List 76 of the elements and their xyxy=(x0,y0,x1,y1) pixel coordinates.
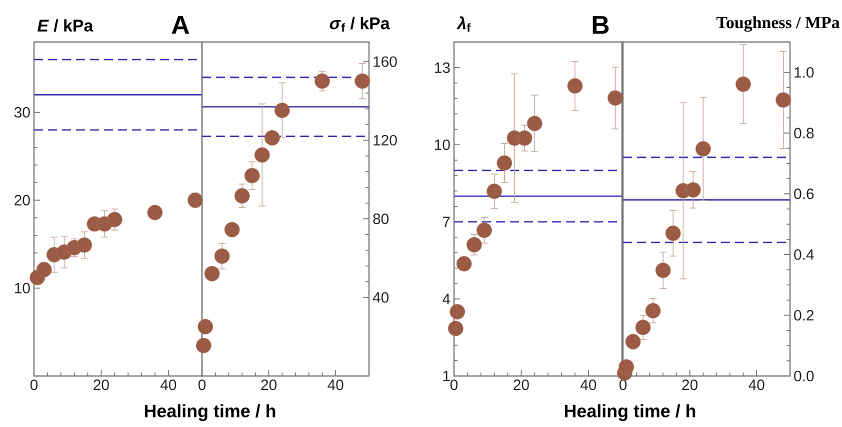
y-tick-label: 120 xyxy=(374,134,397,146)
point xyxy=(695,141,711,157)
point xyxy=(618,359,634,375)
y-axis-title: E / kPa xyxy=(37,19,94,32)
chart-title: A xyxy=(172,16,190,34)
point xyxy=(466,237,482,252)
y-tick-label: 0.8 xyxy=(794,128,814,138)
y-tick-label: 0.4 xyxy=(794,249,814,260)
x-tick-label: 40 xyxy=(160,380,176,390)
y-tick-label: 160 xyxy=(374,56,397,67)
point xyxy=(486,184,502,199)
point xyxy=(645,303,661,318)
x-tick-label: 0 xyxy=(30,380,38,390)
y-tick-label: 30 xyxy=(14,107,30,118)
point xyxy=(567,78,583,94)
x-tick-label: 0 xyxy=(450,380,458,390)
y-tick-label: 10 xyxy=(435,139,450,150)
point xyxy=(776,92,792,108)
point xyxy=(274,102,290,118)
y-axis-title: Toughness / MPa xyxy=(716,16,840,32)
x-tick-label: 20 xyxy=(682,380,698,390)
y-axis-title: σ$_{f}$ / kPa xyxy=(330,16,390,32)
point xyxy=(448,320,464,336)
y-tick-label: 1.0 xyxy=(794,67,814,78)
x-tick-label: 0 xyxy=(198,380,206,390)
point xyxy=(456,256,472,272)
point xyxy=(354,73,370,89)
x-axis-title: Healing time / h xyxy=(564,404,696,421)
point xyxy=(106,212,122,228)
point xyxy=(736,76,751,92)
point xyxy=(147,204,163,220)
y-tick-label: 20 xyxy=(14,194,30,206)
point xyxy=(36,262,52,278)
point xyxy=(244,168,260,184)
point xyxy=(685,182,701,198)
point xyxy=(635,320,651,336)
point xyxy=(234,188,250,204)
x-tick-label: 20 xyxy=(261,380,277,390)
point xyxy=(214,248,230,264)
point xyxy=(188,192,203,208)
point xyxy=(665,226,681,241)
y-tick-label: 1 xyxy=(443,370,450,382)
chart-title: B xyxy=(592,16,609,34)
point xyxy=(198,318,214,334)
y-tick-label: 10 xyxy=(15,282,30,294)
y-tick-label: 80 xyxy=(373,214,389,224)
point xyxy=(204,266,220,282)
point xyxy=(264,130,280,146)
point xyxy=(655,262,671,278)
x-tick-label: 40 xyxy=(580,380,596,390)
x-tick-label: 20 xyxy=(94,380,109,390)
x-tick-label: 0 xyxy=(619,380,627,390)
y-axis-title: λ$_{f}$ xyxy=(456,16,471,32)
point xyxy=(450,304,466,320)
y-tick-label: 0.6 xyxy=(794,188,814,200)
point xyxy=(476,222,492,238)
x-axis-title: Healing time / h xyxy=(144,404,276,421)
y-tick-label: 40 xyxy=(372,292,389,303)
point xyxy=(625,334,641,350)
y-tick-label: 7 xyxy=(442,216,450,227)
x-tick-label: 20 xyxy=(514,380,529,390)
y-tick-label: 0.0 xyxy=(794,370,814,382)
point xyxy=(224,222,240,238)
point xyxy=(314,73,330,89)
y-tick-label: 0.2 xyxy=(794,310,814,321)
point xyxy=(196,338,212,354)
point xyxy=(526,116,542,132)
point xyxy=(608,90,623,106)
x-tick-label: 40 xyxy=(328,380,344,390)
x-tick-label: 40 xyxy=(748,380,764,390)
y-tick-label: 4 xyxy=(442,294,450,304)
y-tick-label: 13 xyxy=(435,62,450,73)
point xyxy=(254,147,270,163)
point xyxy=(496,155,512,171)
point xyxy=(76,237,92,253)
point xyxy=(516,130,532,146)
